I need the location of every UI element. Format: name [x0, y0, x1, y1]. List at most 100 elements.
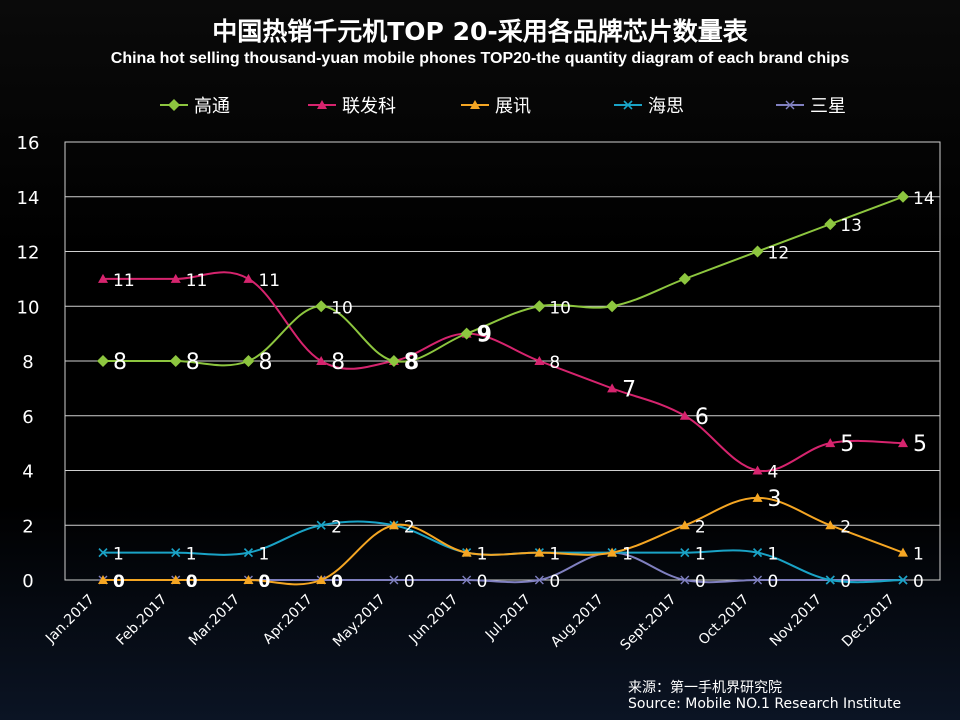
chart-title: 中国热销千元机TOP 20-采用各品牌芯片数量表 [212, 17, 748, 46]
data-label: 0 [840, 572, 851, 592]
data-point [679, 410, 690, 420]
data-point [898, 575, 908, 585]
data-label: 4 [768, 463, 779, 483]
data-point [169, 355, 182, 367]
x-tick-label: Jan.2017 [42, 592, 98, 648]
data-point [897, 190, 909, 203]
data-point [751, 245, 764, 258]
legend-marker [623, 100, 633, 110]
data-point [607, 547, 618, 557]
data-point [170, 273, 181, 283]
data-label: 8 [404, 350, 418, 375]
legend-marker [470, 100, 480, 109]
data-point [316, 575, 327, 584]
y-tick-label: 10 [17, 297, 40, 318]
data-point [316, 520, 326, 530]
data-point [679, 520, 690, 530]
data-label: 8 [549, 353, 560, 373]
data-point [534, 356, 545, 365]
data-label: 0 [186, 572, 198, 592]
x-tick-label: May.2017 [330, 592, 389, 651]
data-label: 1 [113, 545, 124, 565]
data-point [460, 327, 473, 340]
data-label: 0 [258, 572, 269, 592]
data-point [825, 575, 835, 585]
data-label: 0 [913, 572, 924, 592]
legend-label: 三星 [810, 96, 846, 117]
y-tick-label: 4 [22, 462, 33, 483]
data-label: 8 [113, 350, 127, 375]
x-tick-label: Mar.2017 [186, 592, 243, 649]
data-point [242, 355, 255, 367]
data-label: 8 [186, 350, 200, 375]
legend-marker [317, 100, 327, 109]
data-point [607, 383, 618, 393]
data-label: 8 [404, 350, 419, 375]
data-label: 0 [186, 572, 197, 592]
legend-label: 高通 [194, 96, 230, 117]
data-point [752, 465, 763, 475]
data-point [388, 520, 399, 530]
data-label: 0 [695, 572, 706, 592]
data-point [97, 355, 109, 367]
data-point [461, 575, 472, 585]
data-label: 1 [258, 545, 269, 565]
data-label: 2 [404, 517, 415, 537]
legend-marker [785, 100, 795, 110]
data-label: 5 [913, 432, 927, 457]
data-label: 0 [113, 572, 125, 592]
data-point [680, 548, 690, 558]
series-line-4 [103, 551, 903, 584]
data-label: 1 [549, 545, 560, 565]
data-point [825, 438, 836, 448]
data-label: 0 [331, 572, 343, 592]
data-label: 13 [840, 216, 862, 236]
data-label: 1 [768, 545, 779, 565]
x-tick-label: Sept.2017 [617, 592, 679, 654]
data-label: 0 [477, 572, 488, 592]
data-point [98, 273, 108, 283]
data-point [98, 575, 108, 584]
y-tick-label: 0 [22, 571, 33, 592]
data-point [98, 548, 108, 558]
data-point [534, 575, 545, 585]
data-point [388, 575, 399, 585]
x-tick-label: Aug.2017 [548, 592, 607, 651]
series-line-2 [103, 496, 904, 586]
data-point [243, 548, 254, 558]
y-tick-label: 8 [22, 352, 33, 373]
data-label: 11 [113, 271, 135, 291]
data-label: 0 [549, 572, 560, 592]
data-label: 0 [404, 572, 415, 592]
data-label: 14 [913, 189, 935, 209]
data-point [824, 218, 837, 231]
data-label: 2 [695, 517, 706, 537]
data-point [171, 548, 181, 558]
legend-label: 海思 [648, 96, 684, 117]
x-tick-label: Nov.2017 [767, 592, 825, 650]
legend-label: 联发科 [342, 96, 396, 117]
data-point [752, 492, 763, 502]
x-tick-label: Dec.2017 [839, 592, 898, 651]
data-label: 2 [331, 517, 342, 537]
data-point [898, 547, 908, 557]
data-label: 1 [695, 545, 706, 565]
y-tick-label: 12 [17, 243, 40, 264]
data-label: 11 [258, 271, 280, 291]
data-label: 8 [331, 350, 345, 375]
data-point [533, 300, 546, 313]
x-tick-label: Feb.2017 [113, 592, 170, 649]
data-label: 5 [840, 432, 854, 457]
series-line-1 [103, 271, 904, 473]
data-point [678, 272, 691, 285]
data-point [315, 300, 328, 313]
data-label: 3 [768, 487, 782, 512]
y-tick-label: 6 [22, 407, 33, 428]
data-point [534, 547, 545, 557]
y-tick-label: 16 [17, 133, 40, 154]
data-label: 1 [913, 545, 924, 565]
legend-label: 展讯 [495, 96, 531, 117]
data-point [461, 547, 472, 557]
data-point [752, 548, 763, 558]
